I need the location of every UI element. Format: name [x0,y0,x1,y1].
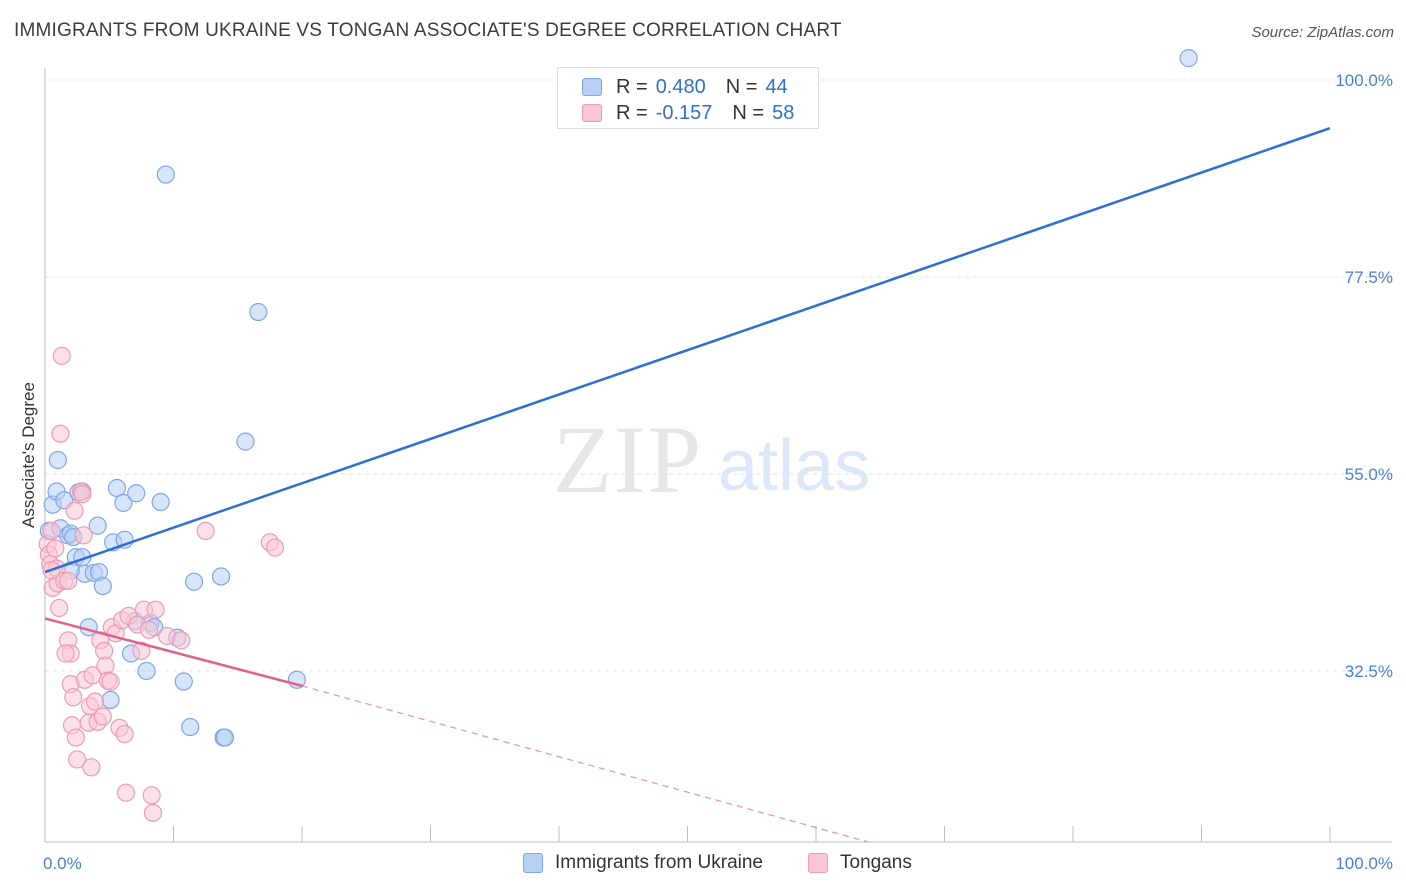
tongans-point-10 [52,346,71,365]
ukraine-point-26 [127,484,146,503]
chart-title: IMMIGRANTS FROM UKRAINE VS TONGAN ASSOCI… [14,20,842,41]
legend-swatch-ukraine [523,853,543,873]
tongans-point-42 [116,783,136,802]
tongans-swatch [582,104,602,122]
ukraine-point-31 [156,165,175,184]
trend-lines [44,126,1331,843]
tongans-point-49 [143,803,163,822]
tongans-point-19 [66,728,85,747]
ukraine-trend-line [44,126,1331,574]
tongans-point-9 [51,424,70,443]
tongans-point-41 [115,724,134,744]
legend-swatch-tongans [808,853,828,873]
series-legend: Immigrants from Ukraine Tongans [0,850,1406,878]
tongans-point-17 [64,688,83,707]
tongans-point-50 [146,600,165,619]
legend-label-tongans: Tongans [840,852,912,873]
legend-item-ukraine[interactable]: Immigrants from Ukraine [523,852,763,874]
ukraine-point-42 [1179,49,1198,68]
tongans-trend-line [44,617,303,688]
tongans-trend-extension [301,685,868,843]
tongans-point-18 [65,501,84,520]
legend-label-ukraine: Immigrants from Ukraine [555,852,763,873]
tongans-point-5 [46,539,65,558]
y-tick-label-0: 32.5% [1345,662,1393,681]
n-label: N = [732,101,765,124]
ukraine-point-22 [114,493,133,512]
ukraine-point-27 [137,661,156,681]
ukraine-n-value: 44 [765,75,788,98]
stats-row-ukraine: R = 0.480 N = 44 [582,74,788,100]
tongans-point-27 [82,758,101,777]
watermark-zip: ZIP [553,406,703,513]
ukraine-point-40 [249,302,268,322]
ukraine-point-38 [215,728,234,747]
ukraine-point-3 [48,450,67,470]
tongans-point-23 [74,526,93,545]
legend-item-tongans[interactable]: Tongans [808,852,912,874]
ukraine-swatch [582,78,602,96]
tongans-point-32 [93,707,112,726]
x-tick-label-min: 0.0% [43,854,82,873]
watermark-atlas: atlas [718,426,870,506]
tongans-point-52 [172,631,191,650]
ukraine-point-30 [151,492,170,512]
r-label: R = [616,101,648,124]
tongans-point-47 [139,620,159,639]
tongans-point-29 [86,692,105,711]
source-credit: Source: ZipAtlas.com [1251,24,1394,41]
tongans-point-53 [196,521,215,541]
ukraine-point-16 [88,516,107,535]
gridlines [45,79,1392,672]
ukraine-point-36 [211,567,231,586]
tick-labels: 32.5% 55.0% 77.5% 100.0% 0.0% 100.0% [43,71,1393,873]
tongans-point-57 [56,644,75,663]
stats-legend: R = 0.480 N = 44 R = -0.157 N = 58 [557,67,819,129]
tongans-point-8 [50,598,69,618]
ukraine-point-39 [236,432,255,451]
y-tick-label-1: 55.0% [1345,465,1393,484]
n-label: N = [725,75,758,98]
axes [44,68,1392,843]
y-tick-label-3: 100.0% [1335,71,1393,90]
tongans-point-22 [73,485,92,504]
ukraine-point-33 [174,672,193,691]
y-tick-label-2: 77.5% [1345,268,1393,287]
tongans-n-value: 58 [772,101,795,124]
tongans-r-value: -0.157 [655,101,713,124]
ukraine-r-value: 0.480 [655,75,706,98]
tongans-point-3 [42,521,61,541]
tongans-point-45 [132,641,151,660]
tongans-point-36 [101,672,120,691]
series-tongans-points [38,346,285,822]
tongans-point-34 [96,656,115,675]
x-tick-label-max: 100.0% [1335,854,1393,873]
stats-row-tongans: R = -0.157 N = 58 [582,100,794,126]
tongans-point-20 [68,750,87,769]
series-ukraine-points [39,49,1198,747]
tongans-point-48 [142,786,161,805]
ukraine-point-19 [101,690,120,709]
ukraine-point-35 [184,572,204,591]
tongans-point-12 [59,571,78,590]
tongans-point-55 [265,538,285,557]
r-label: R = [616,75,648,98]
ukraine-point-18 [93,576,112,596]
watermark: ZIP atlas [553,406,870,513]
ukraine-point-34 [181,717,200,737]
y-axis-title: Associate's Degree [19,382,38,528]
